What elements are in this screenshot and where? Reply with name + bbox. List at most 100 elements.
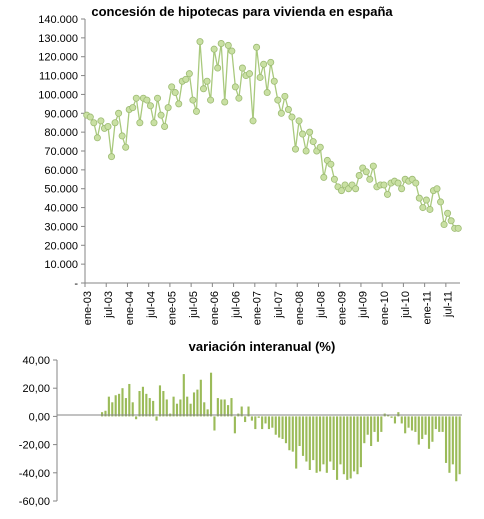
yoy-bar: [209, 372, 213, 417]
mortgage-line-chart: concesión de hipotecas para vivienda en …: [38, 4, 462, 325]
data-point: [437, 198, 445, 206]
data-point: [419, 204, 427, 212]
top-data-series: [83, 38, 462, 232]
yoy-bar: [380, 416, 383, 432]
data-point: [192, 107, 200, 115]
yoy-bar: [220, 399, 223, 417]
yoy-bar: [101, 412, 104, 417]
data-point: [129, 104, 137, 112]
yoy-bar: [424, 416, 427, 435]
data-point: [253, 43, 261, 51]
data-point: [118, 132, 126, 140]
yoy-bar: [387, 414, 390, 417]
yoy-bar: [121, 388, 124, 417]
yoy-bar: [329, 416, 332, 462]
data-point: [327, 160, 335, 168]
top-x-tick-label: ene-08: [294, 291, 306, 325]
yoy-bar: [261, 416, 264, 430]
data-point: [277, 109, 285, 117]
data-point: [111, 119, 119, 127]
data-point: [143, 96, 151, 104]
top-y-tick-label: 50.000: [44, 184, 78, 196]
yoy-bar: [427, 416, 431, 449]
yoy-bar: [363, 416, 366, 444]
data-point: [330, 175, 338, 183]
data-point: [168, 83, 176, 91]
yoy-bar: [104, 410, 107, 417]
yoy-bar: [315, 416, 318, 473]
yoy-bar: [152, 400, 155, 417]
data-point: [366, 175, 374, 183]
yoy-bar: [308, 416, 311, 470]
data-point: [150, 119, 158, 127]
yoy-bar: [458, 416, 461, 475]
top-y-tick-label: 130.000: [38, 33, 78, 45]
data-point: [146, 102, 154, 110]
yoy-bar: [257, 416, 260, 418]
bottom-y-tick-label: 20,00: [22, 383, 50, 395]
yoy-bar: [359, 416, 362, 468]
data-point: [291, 145, 299, 153]
yoy-bar: [325, 416, 328, 473]
data-point: [185, 70, 193, 78]
yoy-bar: [192, 392, 196, 417]
yoy-bar: [410, 416, 414, 431]
top-y-tick-label: 100.000: [38, 89, 78, 101]
bottom-data-series: [101, 372, 461, 482]
data-point: [299, 130, 307, 138]
data-point: [398, 185, 406, 193]
yoy-bar: [312, 416, 315, 461]
yoy-bar: [335, 416, 339, 480]
yoy-bar: [244, 416, 247, 423]
yoy-bar: [342, 416, 345, 475]
data-point: [274, 96, 282, 104]
data-point: [288, 113, 296, 121]
yoy-bar: [148, 398, 151, 417]
data-point: [426, 205, 434, 213]
yoy-bar: [451, 416, 454, 465]
yoy-bar: [366, 416, 369, 435]
yoy-bar: [274, 416, 277, 435]
yoy-bar: [254, 416, 257, 430]
yoy-bar: [227, 405, 230, 417]
yoy-bar: [305, 416, 308, 462]
data-point: [182, 75, 190, 83]
top-x-tick-label: ene-04: [124, 291, 136, 325]
top-y-tick-label: 10.000: [44, 259, 78, 271]
top-x-tick-label: jul-09: [358, 291, 370, 319]
yoy-bar: [434, 416, 437, 430]
yoy-bar: [318, 416, 322, 472]
yoy-bar: [240, 406, 243, 417]
yoy-bar: [175, 403, 179, 417]
data-point: [295, 117, 303, 125]
data-point: [122, 143, 130, 151]
top-x-tick-label: jul-08: [315, 291, 327, 319]
yoy-bar: [278, 416, 281, 438]
data-point: [440, 221, 448, 229]
yoy-bar: [298, 416, 301, 447]
top-y-tick-label: 110.000: [39, 71, 78, 83]
data-point: [352, 185, 360, 193]
top-y-tick-label: 30.000: [44, 221, 78, 233]
yoy-bar: [196, 389, 199, 417]
data-point: [231, 83, 239, 91]
top-x-tick-label: jul-03: [103, 291, 115, 319]
top-y-tick-label: 90.000: [44, 108, 78, 120]
yoy-bar: [448, 416, 451, 473]
yoy-bar: [393, 416, 397, 424]
data-point: [320, 173, 328, 181]
yoy-bar: [295, 416, 298, 469]
top-y-axis-ticks: - 10.000 20.000 30.000 40.000 50.000 60.000 70.…: [38, 14, 85, 290]
yoy-bar: [199, 379, 202, 417]
yoy-bar: [264, 416, 267, 424]
yoy-bar: [271, 416, 274, 428]
data-point: [86, 113, 94, 121]
top-x-tick-label: ene-05: [167, 291, 179, 325]
top-x-axis-ticks: ene-03 jul-03 ene-04 jul-04 ene-05 jul-05 ene-…: [82, 283, 455, 325]
data-point: [260, 60, 268, 68]
data-point: [207, 96, 215, 104]
yoy-bar: [118, 393, 121, 417]
yoy-bar: [332, 416, 335, 470]
data-point: [267, 58, 275, 66]
yoy-bar: [128, 383, 131, 417]
